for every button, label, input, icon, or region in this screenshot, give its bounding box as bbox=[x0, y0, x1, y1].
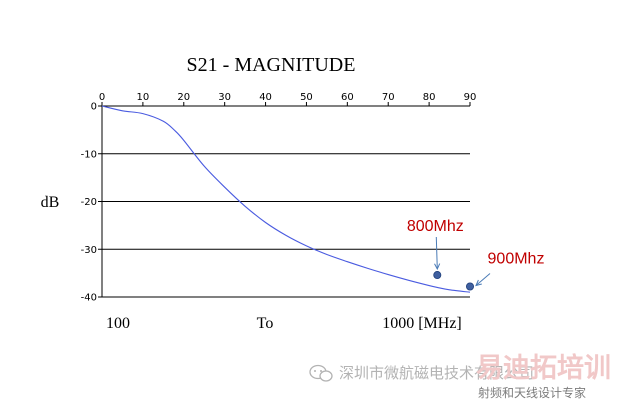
marker-label-0: 800Mhz bbox=[407, 218, 464, 235]
marker-label-1: 900Mhz bbox=[488, 250, 545, 267]
bottom-label-end: 1000 [MHz] bbox=[382, 315, 462, 332]
y-tick-label-0: 0 bbox=[91, 102, 97, 113]
bottom-label-start: 100 bbox=[106, 315, 130, 332]
x-tick-label-7: 70 bbox=[382, 92, 395, 103]
bottom-label-middle: To bbox=[257, 315, 274, 332]
y-tick-labels: 0 -10 -20 -30 -40 bbox=[81, 102, 102, 304]
series-group bbox=[101, 105, 471, 293]
y-tick-label-2: -20 bbox=[81, 197, 97, 208]
x-tick-label-8: 80 bbox=[423, 92, 436, 103]
marker-point-1 bbox=[465, 282, 474, 291]
gridlines bbox=[102, 105, 470, 298]
watermark-company: 深圳市微航磁电技术有限公司 bbox=[339, 364, 534, 382]
marker-point-0 bbox=[433, 271, 442, 280]
marker-arrow-line-0 bbox=[435, 237, 438, 270]
x-tick-labels: 0 10 20 30 40 50 60 70 80 90 bbox=[99, 92, 477, 106]
y-tick-label-1: -10 bbox=[81, 149, 97, 160]
watermark: 深圳市微航磁电技术有限公司 易迪拓培训 射频和天线设计专家 bbox=[309, 353, 611, 400]
marker-arrow-head-1 bbox=[475, 279, 482, 287]
annotations: 800Mhz 900Mhz bbox=[407, 218, 545, 291]
series-line-0 bbox=[101, 105, 471, 293]
chart-title: S21 - MAGNITUDE bbox=[187, 54, 356, 76]
y-axis-label: dB bbox=[41, 194, 60, 211]
watermark-brand: 易迪拓培训 bbox=[476, 353, 611, 384]
y-tick-label-3: -30 bbox=[81, 245, 97, 256]
y-tick-label-4: -40 bbox=[81, 293, 97, 304]
x-tick-label-0: 0 bbox=[99, 92, 105, 103]
x-tick-label-5: 50 bbox=[300, 92, 313, 103]
x-tick-label-9: 90 bbox=[464, 92, 477, 103]
marker-arrow-head-0 bbox=[434, 263, 441, 271]
x-tick-label-2: 20 bbox=[177, 92, 190, 103]
x-tick-label-3: 30 bbox=[218, 92, 231, 103]
x-tick-label-6: 60 bbox=[341, 92, 354, 103]
wechat-icon bbox=[309, 364, 333, 382]
watermark-tagline: 射频和天线设计专家 bbox=[478, 385, 586, 400]
x-tick-label-1: 10 bbox=[137, 92, 150, 103]
x-tick-label-4: 40 bbox=[259, 92, 272, 103]
marker-arrow-line-1 bbox=[475, 273, 491, 286]
